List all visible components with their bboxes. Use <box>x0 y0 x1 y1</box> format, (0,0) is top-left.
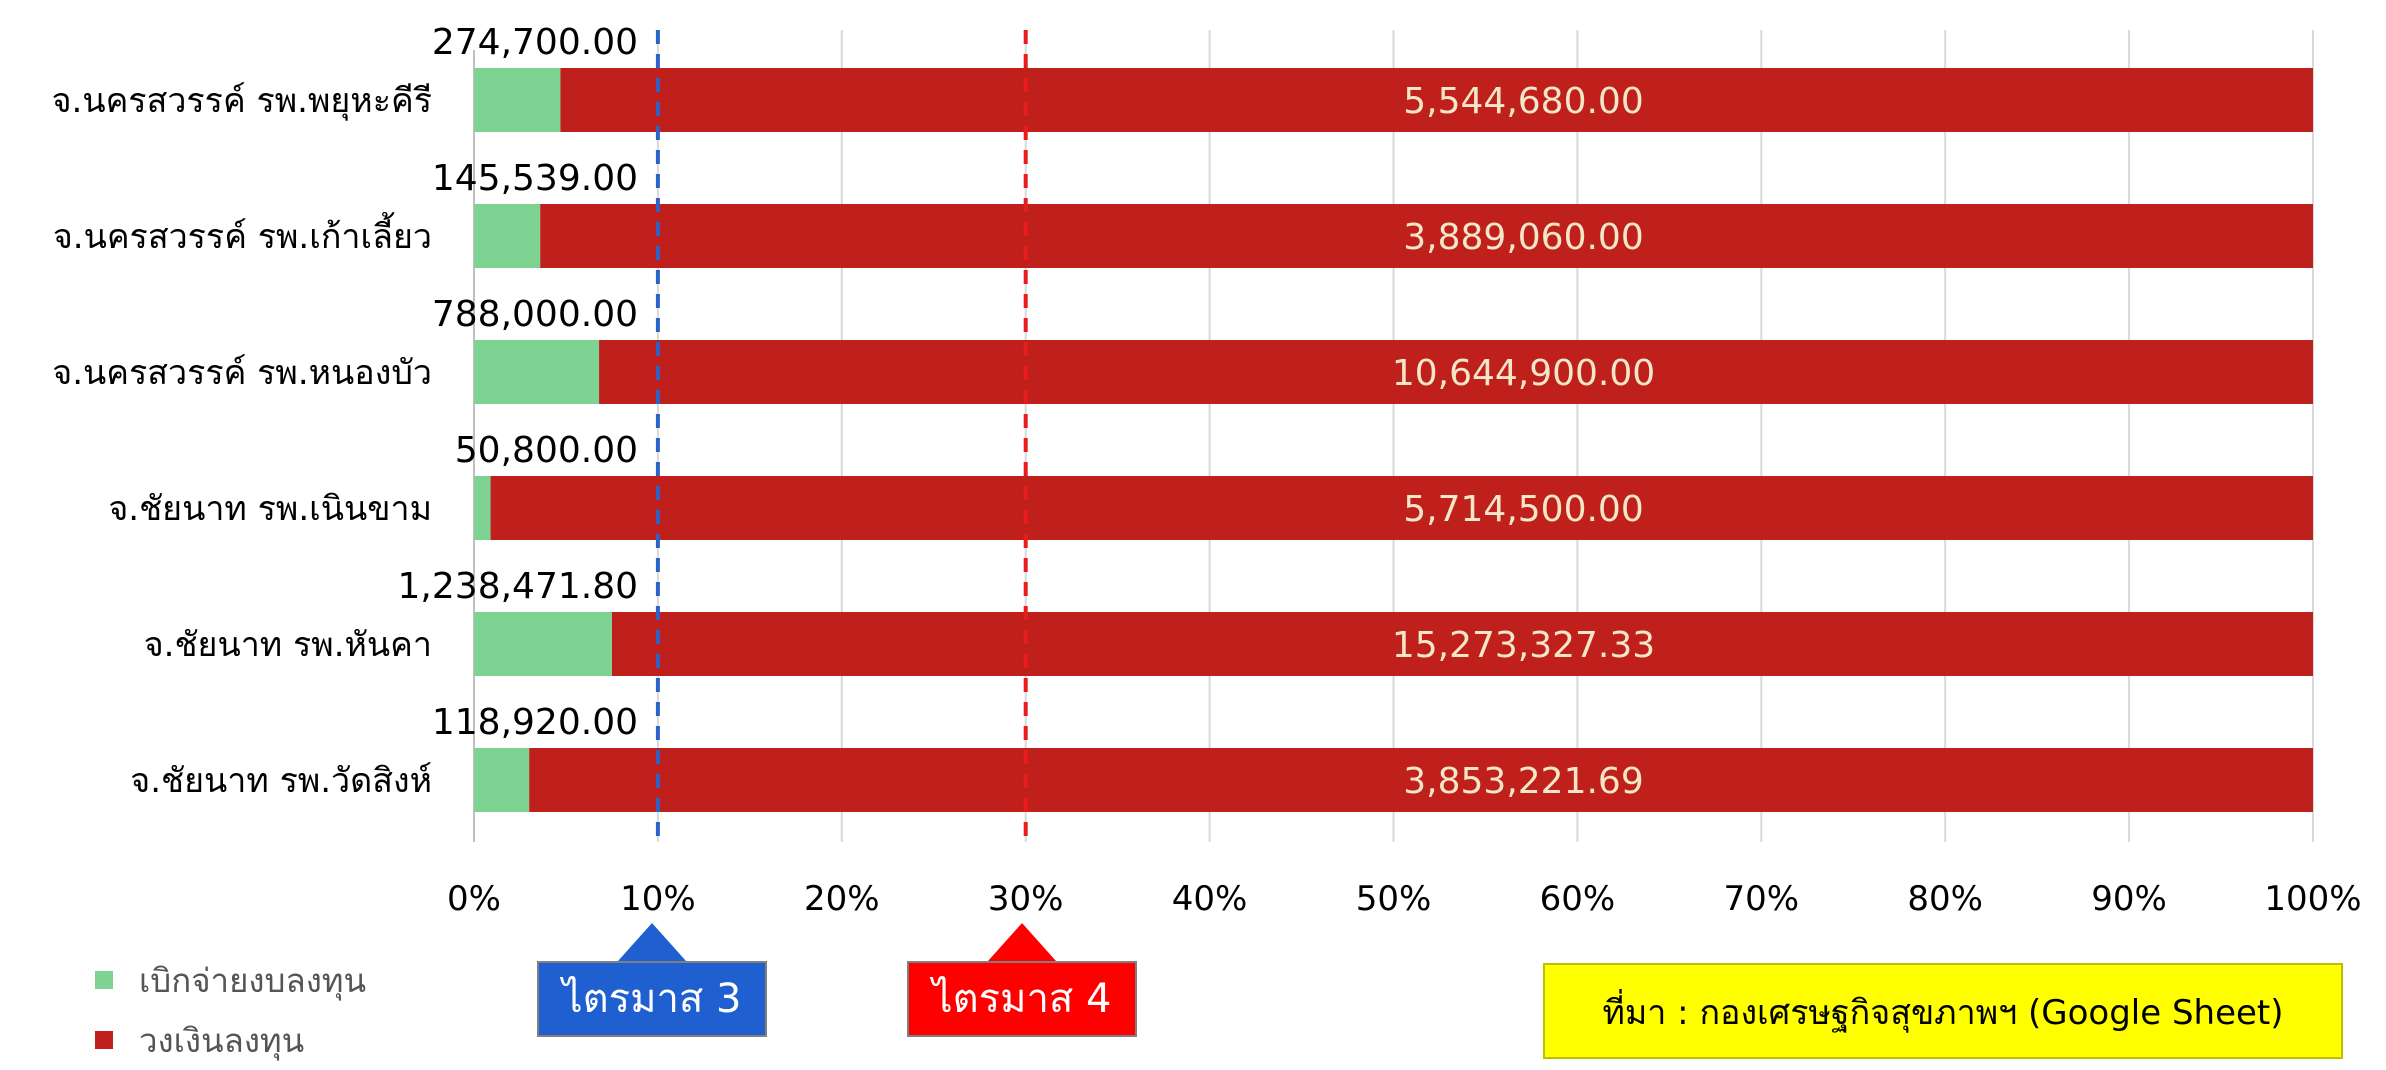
bar-budget <box>529 748 2314 812</box>
legend: เบิกจ่ายงบลงทุน วงเงินลงทุน <box>95 950 366 1070</box>
bar-disbursed <box>474 68 561 132</box>
category-label: จ.ชัยนาท รพ.วัดสิงห์ <box>130 761 432 801</box>
bar-budget <box>560 68 2313 132</box>
bar-disbursed <box>474 476 491 540</box>
tick-label: 0% <box>447 879 501 919</box>
legend-label: เบิกจ่ายงบลงทุน <box>139 960 367 1000</box>
data-label-budget: 5,544,680.00 <box>1403 81 1643 122</box>
labels: 0% 10% 20% 30% 40% 50% 60% 70% 80% 90% 100% จ.นครสว… <box>52 22 2362 919</box>
data-label-disbursed: 145,539.00 <box>432 158 638 199</box>
tick-label: 60% <box>1540 879 1616 919</box>
bar-budget <box>599 340 2313 404</box>
data-label-budget: 10,644,900.00 <box>1392 353 1655 394</box>
tick-label: 40% <box>1172 879 1248 919</box>
legend-label: วงเงินลงทุน <box>139 1020 305 1060</box>
reference-lines <box>655 30 1028 842</box>
tick-label: 50% <box>1356 879 1432 919</box>
tick-label: 70% <box>1724 879 1800 919</box>
grid-lines <box>473 30 2314 842</box>
data-label-budget: 15,273,327.33 <box>1392 625 1655 666</box>
bar-disbursed <box>474 612 612 676</box>
data-label-disbursed: 50,800.00 <box>455 430 638 471</box>
tick-label: 30% <box>988 879 1064 919</box>
data-label-budget: 3,889,060.00 <box>1403 217 1643 258</box>
data-label-disbursed: 1,238,471.80 <box>398 566 638 607</box>
source-note: ที่มา : กองเศรษฐกิจสุขภาพฯ (Google Sheet… <box>1543 963 2343 1059</box>
tick-label: 80% <box>1907 879 1983 919</box>
legend-swatch-green <box>95 971 113 989</box>
bars <box>474 68 2314 812</box>
bar-budget <box>540 204 2313 268</box>
tick-label: 10% <box>620 879 696 919</box>
legend-item-disbursed: เบิกจ่ายงบลงทุน <box>95 950 366 1010</box>
arrow-up-icon <box>618 923 686 961</box>
arrow-up-icon <box>988 923 1056 961</box>
legend-item-budget: วงเงินลงทุน <box>95 1010 366 1070</box>
data-label-disbursed: 788,000.00 <box>432 294 638 335</box>
tick-label: 100% <box>2264 879 2361 919</box>
data-label-budget: 5,714,500.00 <box>1403 489 1643 530</box>
tick-label: 20% <box>804 879 880 919</box>
category-label: จ.ชัยนาท รพ.เนินขาม <box>108 489 432 529</box>
bar-budget <box>490 476 2313 540</box>
callout-q3-label: ไตรมาส 3 <box>537 961 767 1037</box>
category-label: จ.นครสวรรค์ รพ.หนองบัว <box>52 353 432 393</box>
legend-swatch-red <box>95 1031 113 1049</box>
category-label: จ.นครสวรรค์ รพ.พยุหะคีรี <box>52 81 432 121</box>
category-label: จ.นครสวรรค์ รพ.เก้าเลี้ยว <box>53 212 432 257</box>
bar-budget <box>611 612 2313 676</box>
callout-q4: ไตรมาส 4 <box>907 923 1137 1037</box>
data-label-disbursed: 274,700.00 <box>432 22 638 63</box>
callout-q4-label: ไตรมาส 4 <box>907 961 1137 1037</box>
bar-disbursed <box>474 748 530 812</box>
data-label-budget: 3,853,221.69 <box>1403 761 1643 802</box>
bar-disbursed <box>474 204 541 268</box>
bar-disbursed <box>474 340 600 404</box>
data-label-disbursed: 118,920.00 <box>432 702 638 743</box>
tick-label: 90% <box>2091 879 2167 919</box>
category-label: จ.ชัยนาท รพ.หันคา <box>144 625 432 665</box>
callout-q3: ไตรมาส 3 <box>537 923 767 1037</box>
